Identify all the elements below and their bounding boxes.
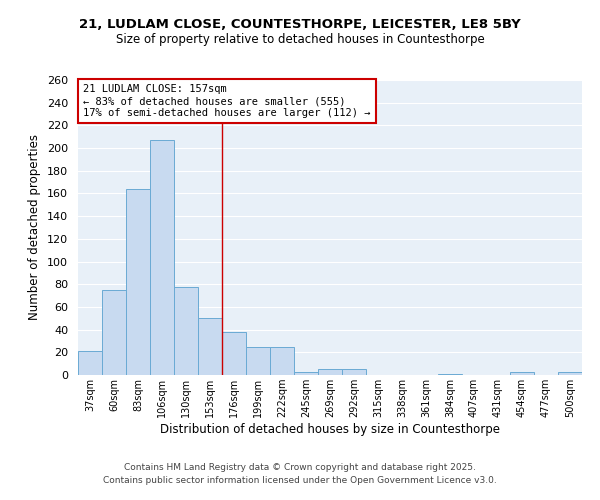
Bar [78, 351, 102, 375]
X-axis label: Distribution of detached houses by size in Countesthorpe: Distribution of detached houses by size … [160, 423, 500, 436]
Bar [246, 346, 270, 375]
Bar [150, 140, 174, 375]
Bar [294, 372, 318, 375]
Text: Contains public sector information licensed under the Open Government Licence v3: Contains public sector information licen… [103, 476, 497, 485]
Bar [342, 370, 366, 375]
Text: 21 LUDLAM CLOSE: 157sqm
← 83% of detached houses are smaller (555)
17% of semi-d: 21 LUDLAM CLOSE: 157sqm ← 83% of detache… [83, 84, 371, 117]
Bar [438, 374, 462, 375]
Text: Size of property relative to detached houses in Countesthorpe: Size of property relative to detached ho… [116, 32, 484, 46]
Bar [126, 189, 150, 375]
Bar [198, 318, 222, 375]
Bar [174, 286, 198, 375]
Text: Contains HM Land Registry data © Crown copyright and database right 2025.: Contains HM Land Registry data © Crown c… [124, 464, 476, 472]
Text: 21, LUDLAM CLOSE, COUNTESTHORPE, LEICESTER, LE8 5BY: 21, LUDLAM CLOSE, COUNTESTHORPE, LEICEST… [79, 18, 521, 30]
Bar [102, 290, 126, 375]
Bar [318, 370, 342, 375]
Y-axis label: Number of detached properties: Number of detached properties [28, 134, 41, 320]
Bar [510, 372, 534, 375]
Bar [558, 372, 582, 375]
Bar [270, 346, 294, 375]
Bar [222, 332, 246, 375]
